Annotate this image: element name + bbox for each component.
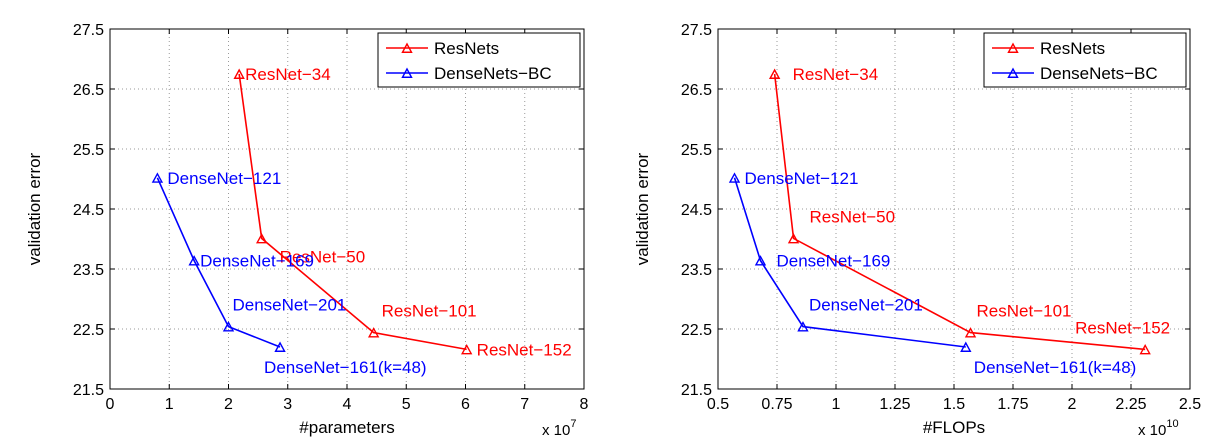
data-point-label: DenseNet−201 (809, 296, 923, 315)
y-tick-label: 21.5 (681, 382, 712, 399)
data-point-label: DenseNet−161(k=48) (974, 358, 1137, 377)
data-point-marker (188, 255, 200, 266)
data-point-label: DenseNet−201 (233, 296, 347, 315)
legend-entry-densenets: DenseNets−BC (992, 64, 1158, 83)
y-tick-label: 27.5 (681, 22, 712, 39)
data-point-label: DenseNet−121 (167, 169, 281, 188)
y-tick-label: 25.5 (73, 142, 104, 159)
legend: ResNets DenseNets−BC (983, 32, 1187, 88)
y-tick-label: 22.5 (73, 322, 104, 339)
x-tick-label: 2.25 (1115, 396, 1146, 413)
x-tick-label: 1.75 (997, 396, 1028, 413)
chart-parameters: 0 1 2 3 4 5 6 7 8 21.5 22.5 23.5 24.5 25.5 26.5 27.5 #pa… (25, 22, 589, 439)
data-point-marker (787, 232, 800, 244)
data-point-marker (274, 341, 286, 352)
legend-label: DenseNets−BC (1040, 64, 1158, 83)
legend-marker (1007, 42, 1019, 53)
x-axis-label: #FLOPs (923, 418, 985, 437)
data-point-label: ResNet−50 (280, 247, 366, 266)
legend-box (983, 32, 1187, 88)
data-point-label: DenseNet−169 (200, 252, 314, 271)
y-tick-label: 23.5 (73, 262, 104, 279)
series-densenets: DenseNet−121 DenseNet−169 DenseNet−201 Dens… (728, 169, 1137, 377)
data-point-marker (728, 172, 741, 183)
data-point-marker (964, 327, 977, 338)
y-tick-label: 26.5 (73, 82, 104, 99)
data-point-label: ResNet−152 (477, 340, 572, 359)
series-line (238, 73, 467, 351)
x-exponent-label: x 1010 (1138, 418, 1179, 439)
x-exponent-label: x 107 (542, 418, 576, 439)
data-point-label: DenseNet−169 (776, 252, 890, 271)
legend-label: ResNets (434, 39, 499, 58)
legend-marker (1007, 67, 1019, 78)
x-tick-label: 1 (165, 396, 174, 413)
legend-label: ResNets (1040, 39, 1105, 58)
y-axis-label: validation error (25, 152, 44, 265)
legend-entry-densenets: DenseNets−BC (386, 64, 552, 83)
x-tick-label: 2 (1068, 396, 1077, 413)
series-densenets: DenseNet−121 DenseNet−169 DenseNet−201 Dens… (151, 169, 427, 377)
legend-entry-resnets: ResNets (386, 39, 499, 58)
data-point-marker (1139, 343, 1151, 355)
y-tick-label: 27.5 (73, 22, 104, 39)
data-point-marker (461, 343, 473, 355)
series-line (773, 73, 1146, 351)
data-point-marker (768, 68, 781, 79)
data-point-label: ResNet−101 (977, 302, 1072, 321)
x-tick-label: 1.25 (879, 396, 910, 413)
x-tick-label: 1 (832, 396, 841, 413)
legend-marker (401, 42, 413, 53)
y-tick-label: 24.5 (73, 202, 104, 219)
legend-label: DenseNets−BC (434, 64, 552, 83)
data-point-marker (256, 232, 268, 244)
legend: ResNets DenseNets−BC (377, 32, 581, 88)
y-tick-label: 25.5 (681, 142, 712, 159)
x-tick-label: 0.75 (761, 396, 792, 413)
x-tick-label: 3 (283, 396, 292, 413)
y-tick-label: 26.5 (681, 82, 712, 99)
data-point-label: ResNet−34 (793, 65, 879, 84)
y-tick-label: 24.5 (681, 202, 712, 219)
data-point-label: DenseNet−121 (745, 169, 859, 188)
x-tick-label: 7 (520, 396, 529, 413)
data-point-marker (797, 321, 809, 332)
data-point-marker (960, 341, 972, 352)
data-point-marker (754, 255, 767, 266)
x-tick-label: 2 (224, 396, 233, 413)
data-point-marker (367, 327, 380, 338)
series-line (733, 177, 966, 348)
y-tick-label: 23.5 (681, 262, 712, 279)
chart-flops: 0.5 0.75 1 1.25 1.5 1.75 2 2.25 2.5 21.5 22.5 23.5 2… (633, 22, 1201, 439)
x-tick-label: 1.5 (943, 396, 965, 413)
legend-box (377, 32, 581, 88)
x-tick-label: 2.5 (1179, 396, 1201, 413)
data-point-label: ResNet−34 (245, 65, 331, 84)
x-tick-label: 0.5 (707, 396, 729, 413)
data-point-marker (233, 68, 245, 79)
series-line (156, 177, 281, 348)
y-tick-label: 21.5 (73, 382, 104, 399)
x-tick-label: 8 (580, 396, 589, 413)
data-point-marker (151, 172, 164, 183)
data-point-label: ResNet−152 (1075, 318, 1170, 337)
data-point-label: ResNet−50 (810, 207, 896, 226)
legend-entry-resnets: ResNets (992, 39, 1105, 58)
x-tick-label: 5 (402, 396, 411, 413)
x-tick-label: 4 (343, 396, 352, 413)
data-point-label: ResNet−101 (382, 302, 477, 321)
y-axis-label: validation error (633, 152, 652, 265)
legend-marker (401, 67, 413, 78)
data-point-marker (222, 321, 235, 332)
x-tick-label: 0 (106, 396, 115, 413)
data-point-label: DenseNet−161(k=48) (264, 358, 427, 377)
y-tick-label: 22.5 (681, 322, 712, 339)
x-axis-label: #parameters (299, 418, 394, 437)
x-tick-label: 6 (461, 396, 470, 413)
